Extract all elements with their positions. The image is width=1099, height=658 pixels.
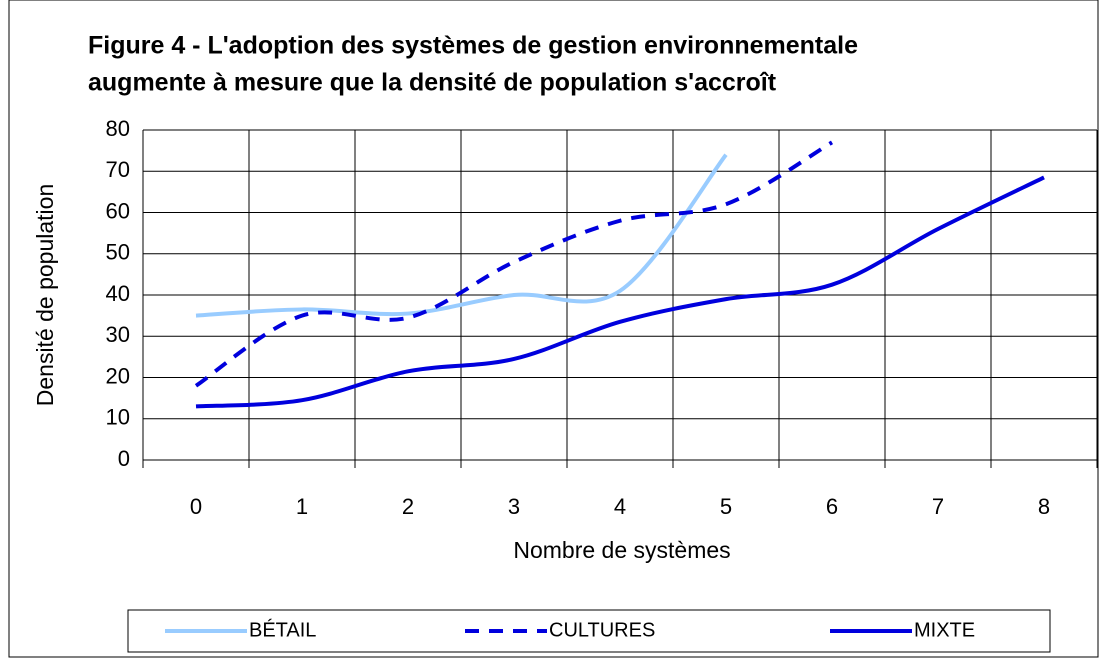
y-tick-label: 20 — [106, 363, 130, 388]
y-tick-label: 70 — [106, 157, 130, 182]
y-tick-label: 10 — [106, 405, 130, 430]
legend-label: BÉTAIL — [249, 618, 316, 641]
x-tick-label: 6 — [826, 494, 838, 519]
y-tick-label: 50 — [106, 240, 130, 265]
y-tick-label: 40 — [106, 281, 130, 306]
chart-title: Figure 4 - L'adoption des systèmes de ge… — [88, 32, 858, 60]
y-tick-label: 30 — [106, 322, 130, 347]
y-axis-title: Densité de population — [32, 184, 58, 407]
chart-frame — [8, 0, 1099, 658]
legend-label: MIXTE — [914, 619, 975, 641]
series-line — [195, 153, 728, 318]
x-tick-label: 8 — [1038, 494, 1050, 519]
y-tick-label: 80 — [106, 116, 130, 141]
legend-label: CULTURES — [549, 619, 655, 641]
x-tick-label: 2 — [402, 494, 414, 519]
x-tick-label: 3 — [508, 494, 520, 519]
x-tick-label: 0 — [190, 494, 202, 519]
x-tick-label: 5 — [720, 494, 732, 519]
y-tick-label: 60 — [106, 198, 130, 223]
chart-title: augmente à mesure que la densité de popu… — [88, 69, 777, 97]
x-axis-title: Nombre de systèmes — [513, 537, 730, 563]
series-line — [194, 140, 834, 388]
x-tick-label: 1 — [296, 494, 308, 519]
y-tick-label: 0 — [118, 446, 130, 471]
x-tick-label: 4 — [614, 494, 626, 519]
series-line — [195, 175, 1045, 409]
x-tick-label: 7 — [932, 494, 944, 519]
